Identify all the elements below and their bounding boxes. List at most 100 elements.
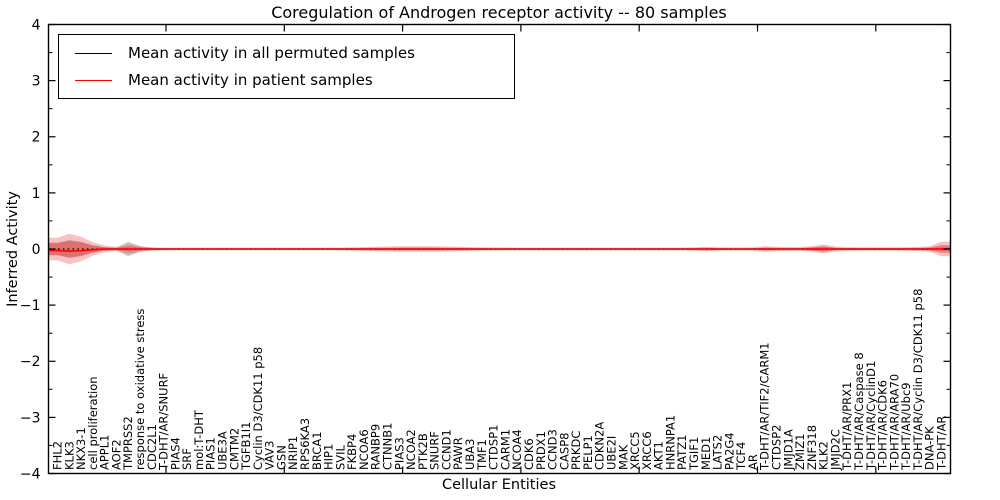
entity-label: T-DHT/AR/ARA70 — [887, 374, 901, 471]
patient-mean-line — [48, 248, 951, 253]
entity-label: PIAS4 — [168, 437, 182, 470]
entity-label: cell proliferation — [86, 376, 100, 470]
entity-label: UBE3A — [216, 431, 230, 470]
entity-label: Cyclin D3/CDK11 p58 — [251, 347, 265, 470]
entity-label: JMJD2C — [828, 429, 842, 471]
entity-label: JMJD1A — [781, 429, 795, 471]
y-tick-label: 1 — [32, 186, 41, 202]
entity-label: CTNNB1 — [381, 423, 395, 470]
entity-label: T-DHT/AR/CyclinD1 — [864, 361, 878, 471]
entity-label: CMTM2 — [227, 428, 241, 470]
entity-label: PIAS1 — [204, 437, 218, 470]
entity-label: CCND1 — [440, 429, 454, 470]
entity-label: AKT1 — [652, 441, 666, 470]
entity-label: NKX3-1 — [74, 427, 88, 470]
entity-label: CASP8 — [557, 433, 571, 470]
x-axis-ticks — [165, 24, 877, 474]
entity-label: CDC2L1 — [145, 424, 159, 470]
entity-label: T-DHT/AR/SNURF — [157, 373, 171, 471]
entity-label: T-DHT/AR/TIF2/CARM1 — [758, 342, 772, 471]
entity-label: BRCA1 — [310, 431, 324, 470]
entity-label: HIP1 — [322, 444, 336, 470]
entity-label: KLK3 — [62, 441, 76, 470]
x-axis-label: Cellular Entities — [441, 477, 557, 493]
legend-label-patient: Mean activity in patient samples — [128, 71, 373, 89]
entity-label: XRCC6 — [640, 431, 654, 470]
entity-label: CDKN2A — [593, 422, 607, 470]
entity-label: FHL2 — [51, 441, 65, 470]
permuted-line-sample — [75, 52, 112, 54]
y-tick-label: −4 — [20, 466, 41, 482]
entity-label: T-DHT/AR/Caspase 8 — [852, 352, 866, 471]
y-tick-label: −1 — [20, 298, 41, 314]
entity-label: CARM1 — [498, 429, 512, 470]
entity-label: response to oxidative stress — [133, 309, 147, 470]
y-tick-label: −2 — [20, 354, 41, 370]
entity-label: NCOA4 — [510, 429, 524, 470]
entity-label: TMF1 — [475, 439, 489, 471]
entity-label: PAWR — [451, 437, 465, 470]
entity-label: PRDX1 — [534, 431, 548, 470]
entity-label: CTDSP1 — [487, 425, 501, 470]
entity-label: CCND3 — [546, 429, 560, 470]
entity-label: AR — [746, 454, 760, 470]
entity-label: TGFB1I1 — [239, 422, 253, 471]
entity-label: PATZ1 — [675, 435, 689, 470]
entity-label: FKBP4 — [345, 434, 359, 470]
patient-line-sample — [75, 79, 112, 81]
legend: Mean activity in all permuted samples Me… — [58, 34, 515, 99]
y-tick-label: 2 — [32, 130, 41, 146]
entity-label: SVIL — [333, 444, 347, 470]
y-tick-label: 4 — [32, 17, 41, 33]
entity-label: T-DHT/AR/PRX1 — [840, 382, 854, 471]
entity-label: UBE2I — [605, 436, 619, 470]
y-tick-label: 0 — [32, 242, 41, 258]
entity-label: CDK6 — [522, 438, 536, 470]
entity-label: T-DHT/AR/Ubc9 — [899, 382, 913, 471]
y-tick-label: 3 — [32, 74, 41, 90]
entity-label: HNRNPA1 — [663, 415, 677, 470]
entity-label: XRCC5 — [628, 431, 642, 470]
entity-label: SRF — [180, 448, 194, 470]
y-tick-label: −3 — [20, 410, 41, 426]
entity-label: GSN — [274, 445, 288, 470]
entity-label: UBA3 — [463, 439, 477, 471]
series-lines — [48, 248, 951, 253]
entity-label: ZNF318 — [805, 425, 819, 470]
entity-label: LATS2 — [711, 435, 725, 470]
entity-label: MAK — [616, 444, 630, 470]
y-axis-ticks: 4 3 2 1 0 −1 −2 −3 −4 — [20, 17, 951, 482]
entity-label: TGIF1 — [687, 437, 701, 471]
legend-entry-patient: Mean activity in patient samples — [59, 71, 514, 89]
entity-label: MED1 — [699, 437, 713, 470]
entity-label: PA2G4 — [722, 432, 736, 470]
entity-label: DNA-PK — [923, 426, 937, 470]
chart-title: Coregulation of Androgen receptor activi… — [271, 3, 727, 22]
entity-label: NRIP1 — [286, 436, 300, 470]
entity-label: RPS6KA3 — [298, 418, 312, 470]
entity-label: NCOA6 — [357, 429, 371, 470]
legend-entry-permuted: Mean activity in all permuted samples — [59, 44, 514, 62]
entity-label: PELP1 — [581, 435, 595, 470]
entity-label: CTDSP2 — [770, 425, 784, 470]
entity-label: VAV3 — [263, 441, 277, 470]
entity-label: T-DHT/AR/Cyclin D3/CDK11 p58 — [911, 289, 925, 471]
entity-label: NCOA2 — [404, 429, 418, 470]
entity-label: T-DHT/AR — [935, 416, 949, 471]
entity-label: mol:T-DHT — [192, 409, 206, 470]
entity-label: SNURF — [428, 431, 442, 470]
entity-label: KLK2 — [817, 441, 831, 470]
entity-label: PTK2B — [416, 433, 430, 470]
entity-label: TMPRSS2 — [121, 416, 135, 471]
entity-label: AOF2 — [109, 439, 123, 470]
entity-label: PRKDC — [569, 431, 583, 470]
entity-label: T-DHT/AR/CDK6 — [876, 380, 890, 471]
entity-label: TCF4 — [734, 442, 748, 471]
entity-label: APPL1 — [98, 435, 112, 470]
entity-label: PIAS3 — [392, 437, 406, 470]
entity-label: ZMIZ1 — [793, 434, 807, 470]
entity-label: RANBP9 — [369, 424, 383, 470]
